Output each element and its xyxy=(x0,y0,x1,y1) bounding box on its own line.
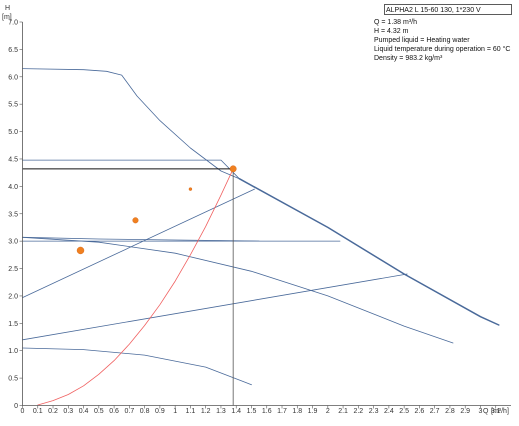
x-tick-label: 1.2 xyxy=(201,408,211,415)
x-tick-label: 1.9 xyxy=(308,408,318,415)
x-tick-label: 1.6 xyxy=(262,408,272,415)
x-tick-label: 2.9 xyxy=(460,408,470,415)
x-tick-label: 1.5 xyxy=(247,408,257,415)
legend-line-head: H = 4.32 m xyxy=(374,28,409,35)
x-tick-label: 2.2 xyxy=(353,408,363,415)
x-axis-unit: [m³/h] xyxy=(491,408,509,415)
system-curve-line xyxy=(37,168,234,406)
x-tick-label: 1.8 xyxy=(292,408,302,415)
pump-curve-line-6 xyxy=(22,236,454,344)
y-tick-label: 2.5 xyxy=(8,266,18,273)
y-tick-label: 3.0 xyxy=(8,239,18,246)
y-tick-label: 4.5 xyxy=(8,156,18,163)
y-tick-label: 1.0 xyxy=(8,348,18,355)
x-tick-label: 1 xyxy=(173,408,177,415)
x-tick-label: 2.8 xyxy=(445,408,455,415)
data-points xyxy=(76,165,237,255)
x-tick-label: 0.5 xyxy=(94,408,104,415)
pump-curve-line-3 xyxy=(22,236,260,242)
x-tick-label: 2.1 xyxy=(338,408,348,415)
legend-line-flow: Q = 1.38 m³/h xyxy=(374,19,417,26)
x-tick-label: 0.6 xyxy=(109,408,119,415)
x-tick-label: 0.1 xyxy=(33,408,43,415)
y-axis-label: H xyxy=(5,5,10,12)
pump-curve-line-1 xyxy=(238,177,500,326)
x-tick-label: 0.3 xyxy=(63,408,73,415)
x-tick-label: 0.4 xyxy=(79,408,89,415)
x-axis-label: Q xyxy=(483,408,489,415)
y-tick-label: 0.5 xyxy=(8,376,18,383)
data-point-marker xyxy=(132,217,139,224)
x-axis-ticks: 0 0.1 0.2 0.3 0.4 0.5 0.6 0.7 0.8 0.9 1 1.1 1.2 1.3 1.… xyxy=(21,405,501,415)
y-tick-label: 6.0 xyxy=(8,74,18,81)
pump-curve-line-0 xyxy=(22,68,240,180)
y-tick-label: 0 xyxy=(14,403,18,410)
legend-box: ALPHA2 L 15-60 130, 1*230 V Q = 1.38 m³/… xyxy=(374,4,512,62)
pump-curve-line-5 xyxy=(22,188,255,299)
y-axis-ticks: 0 0.5 1.0 1.5 2.0 2.5 3.0 3.5 4.0 4.5 5.0 5.5 6.0 6.5… xyxy=(8,20,23,410)
performance-curves xyxy=(22,68,500,406)
x-tick-label: 2.4 xyxy=(384,408,394,415)
x-tick-label: 0.2 xyxy=(48,408,58,415)
y-tick-label: 5.0 xyxy=(8,129,18,136)
y-tick-label: 4.0 xyxy=(8,184,18,191)
data-point-marker xyxy=(188,187,193,191)
legend-line-temperature: Liquid temperature during operation = 60… xyxy=(374,45,510,53)
x-tick-label: 1.7 xyxy=(277,408,287,415)
x-tick-label: 2.7 xyxy=(430,408,440,415)
legend-line-density: Density = 983.2 kg/m³ xyxy=(374,55,443,62)
x-tick-label: 2.3 xyxy=(369,408,379,415)
x-tick-label: 1.3 xyxy=(216,408,226,415)
legend-title: ALPHA2 L 15-60 130, 1*230 V xyxy=(386,7,481,14)
x-tick-label: 0.8 xyxy=(140,408,150,415)
x-tick-label: 0 xyxy=(21,408,25,415)
y-tick-label: 5.5 xyxy=(8,102,18,109)
legend-title-frame xyxy=(384,4,512,15)
x-tick-label: 0.9 xyxy=(155,408,165,415)
operating-point-lines xyxy=(22,168,234,406)
data-point-marker xyxy=(76,246,85,255)
x-tick-label: 0.7 xyxy=(124,408,134,415)
y-tick-label: 1.5 xyxy=(8,321,18,328)
x-tick-label: 2 xyxy=(326,408,330,415)
y-tick-label: 7.0 xyxy=(8,20,18,27)
data-point-marker xyxy=(229,165,237,173)
legend-line-liquid: Pumped liquid = Heating water xyxy=(374,37,470,44)
y-tick-label: 6.5 xyxy=(8,47,18,54)
pump-curve-line-8 xyxy=(22,347,252,386)
y-axis-unit: [m] xyxy=(2,14,12,21)
x-tick-label: 2.6 xyxy=(415,408,425,415)
y-tick-label: 3.5 xyxy=(8,211,18,218)
y-tick-label: 2.0 xyxy=(8,293,18,300)
pump-curve-line-7 xyxy=(22,273,408,341)
x-tick-label: 3.1 xyxy=(491,408,501,415)
x-tick-label: 1.1 xyxy=(186,408,196,415)
x-tick-label: 1.4 xyxy=(231,408,241,415)
x-tick-label: 2.5 xyxy=(399,408,409,415)
x-tick-label: 3 xyxy=(479,408,483,415)
